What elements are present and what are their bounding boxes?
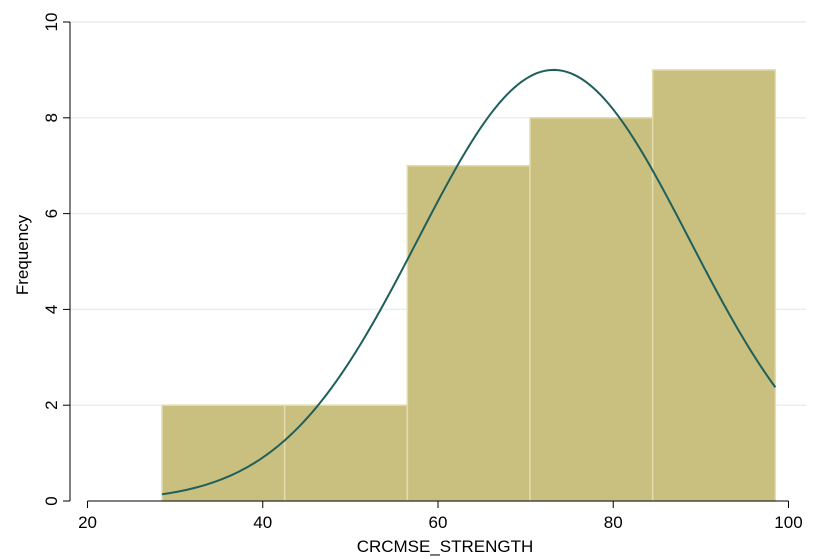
- x-tick-label-80: 80: [604, 513, 623, 532]
- y-tick-label-0: 0: [42, 496, 61, 505]
- x-tick-label-20: 20: [78, 513, 97, 532]
- normal-density-curve: [161, 68, 777, 496]
- y-tick-label-10: 10: [42, 13, 61, 32]
- x-tick-label-40: 40: [253, 513, 272, 532]
- bar-4: [529, 117, 654, 502]
- y-tick-label-2: 2: [42, 400, 61, 409]
- bar-3: [406, 164, 531, 502]
- histogram-bars: [161, 69, 777, 502]
- y-tick-label-4: 4: [42, 305, 61, 314]
- ticks: 20 40 60 80 100 0 2 4 6 8 10: [42, 13, 803, 532]
- y-axis-title: Frequency: [13, 214, 32, 295]
- bar-1: [161, 404, 286, 502]
- y-tick-label-6: 6: [42, 209, 61, 218]
- y-tick-label-8: 8: [42, 113, 61, 122]
- x-tick-label-60: 60: [429, 513, 448, 532]
- x-axis-title: CRCMSE_STRENGTH: [357, 537, 534, 556]
- normal-density-curve-layer: [161, 68, 777, 496]
- bar-2: [283, 404, 409, 502]
- x-tick-label-100: 100: [774, 513, 802, 532]
